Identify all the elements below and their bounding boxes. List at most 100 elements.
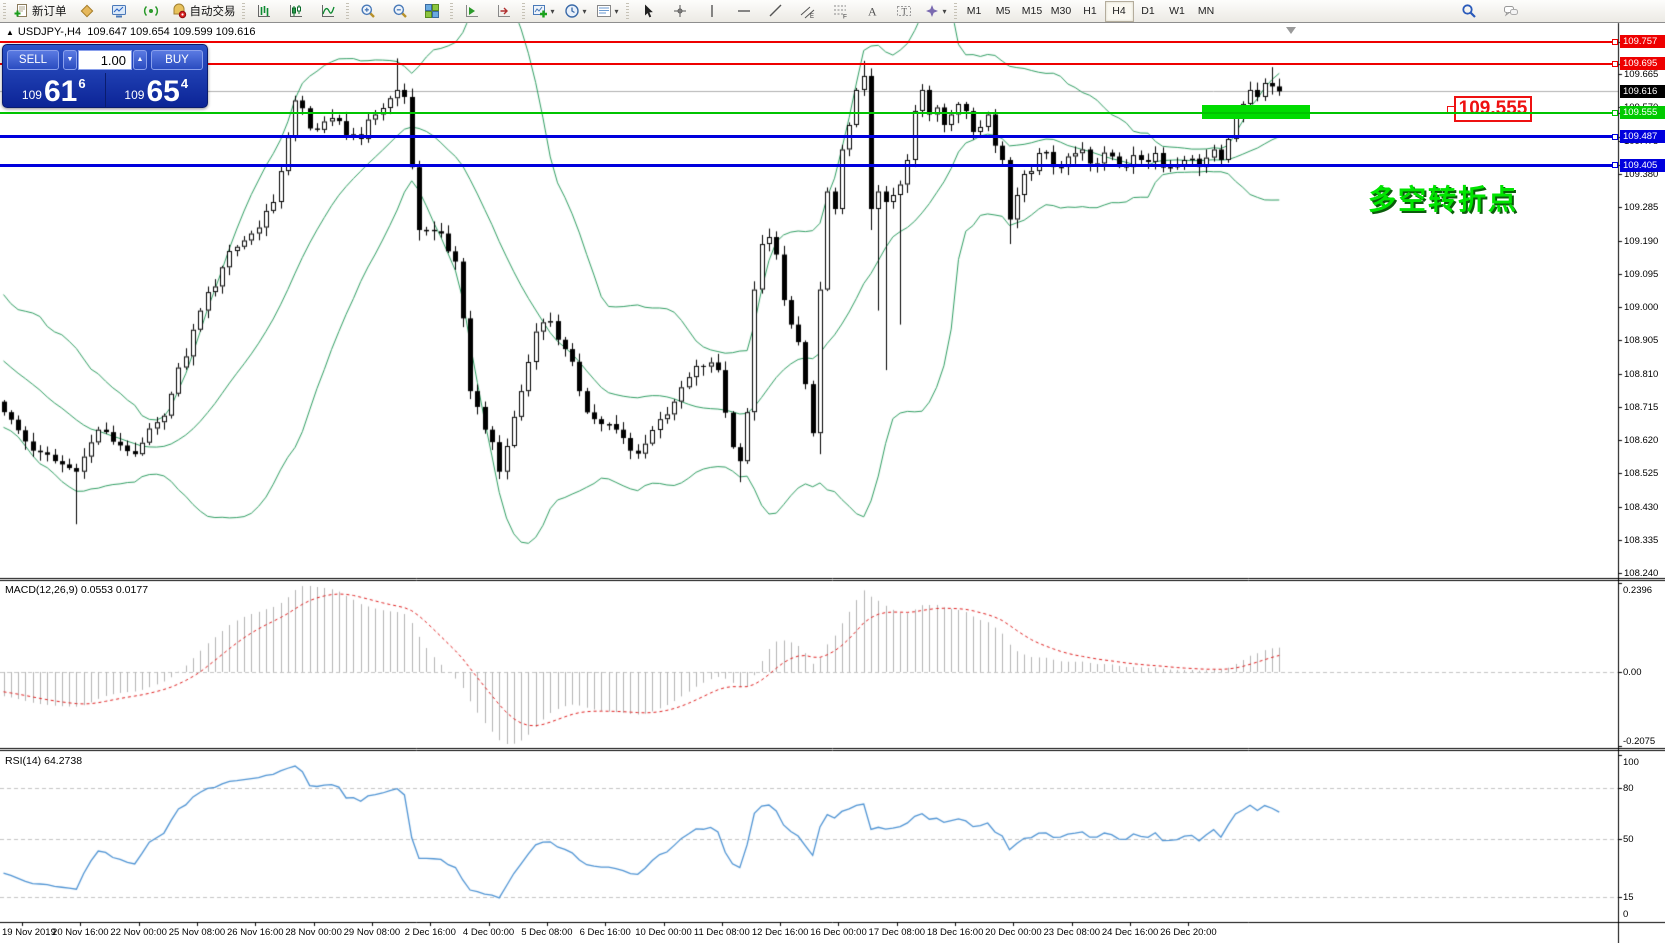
horizontal-line-109.405[interactable]: [0, 163, 1618, 167]
symbol-period-label: USDJPY-,H4: [17, 26, 82, 38]
tf-h1-button[interactable]: H1: [1083, 5, 1097, 17]
svg-text:E: E: [810, 14, 814, 19]
tf-h4-button[interactable]: H4: [1104, 0, 1134, 22]
horizontal-line-109.555[interactable]: [0, 111, 1618, 114]
time-axis-label: 11 Dec 08:00: [693, 927, 750, 938]
fibonacci-button[interactable]: F: [824, 0, 856, 22]
time-axis-label: 19 Nov 2019: [2, 927, 56, 938]
chart-shift-button[interactable]: [488, 0, 520, 22]
macd-indicator-label: MACD(12,26,9) 0.0553 0.0177: [5, 584, 149, 596]
text-button[interactable]: A: [856, 0, 888, 22]
time-axis-label: 6 Dec 16:00: [579, 927, 631, 938]
fibonacci-icon: F: [832, 3, 848, 19]
profiles-button[interactable]: [71, 0, 103, 22]
time-axis-label: 18 Dec 16:00: [926, 927, 984, 938]
bar-chart-icon: [256, 3, 272, 19]
templates-button[interactable]: ▾: [592, 0, 624, 22]
candlestick-chart-button[interactable]: [280, 0, 312, 22]
periods-button[interactable]: ▾: [560, 0, 592, 22]
buy-price-display[interactable]: 109 65 4: [106, 73, 208, 108]
tf-mn-button[interactable]: MN: [1197, 5, 1215, 17]
price-tick-label: 108.335: [1624, 534, 1659, 546]
line-chart-icon: [320, 3, 336, 19]
chevron-down-icon[interactable]: ▾: [614, 6, 619, 16]
new-order-button[interactable]: 新订单: [9, 0, 71, 22]
price-tick-label: 109.380: [1624, 169, 1659, 180]
horizontal-line-109.695[interactable]: [0, 62, 1618, 65]
tf-m15-button[interactable]: M15: [1021, 5, 1043, 17]
channel-button[interactable]: E: [792, 0, 824, 22]
auto-scroll-button[interactable]: [456, 0, 488, 22]
text-icon: A: [864, 3, 880, 19]
tf-w1-button[interactable]: W1: [1169, 5, 1185, 17]
toolbar-group: [248, 0, 344, 22]
volume-input[interactable]: 1.00: [78, 50, 132, 70]
chat-button[interactable]: [1495, 0, 1527, 22]
terminal-icon: [111, 3, 127, 19]
autotrade-icon: [171, 3, 187, 19]
price-tick-label: 108.240: [1624, 568, 1659, 580]
sell-price-prefix: 109: [21, 88, 42, 102]
sell-button[interactable]: SELL: [7, 50, 59, 70]
bar-chart-button[interactable]: [248, 0, 280, 22]
svg-text:T: T: [901, 7, 907, 17]
crosshair-button[interactable]: [664, 0, 696, 22]
time-axis-label: 28 Nov 00:00: [285, 927, 342, 938]
cursor-button[interactable]: [632, 0, 664, 22]
toolbar-group: E F A T ▾: [632, 0, 952, 22]
chat-icon: [1503, 3, 1519, 19]
signals-icon: [143, 3, 159, 19]
rsi-scale-label: 80: [1623, 783, 1634, 795]
indicators-button[interactable]: ▾: [528, 0, 560, 22]
vertical-line-icon: [704, 3, 720, 19]
sell-price-main: 61: [43, 75, 78, 108]
buy-button[interactable]: BUY: [151, 50, 203, 70]
zoom-out-button[interactable]: [384, 0, 416, 22]
collapse-icon[interactable]: ▲: [6, 28, 14, 37]
horizontal-line-button[interactable]: [728, 0, 760, 22]
time-axis-label: 25 Nov 08:00: [168, 927, 226, 938]
chevron-down-icon[interactable]: ▾: [942, 6, 947, 16]
horizontal-line-icon: [736, 3, 752, 19]
vertical-line-button[interactable]: [696, 0, 728, 22]
search-button[interactable]: [1453, 0, 1485, 22]
signals-button[interactable]: [135, 0, 167, 22]
tf-d1-button[interactable]: D1: [1141, 5, 1155, 17]
buy-price-main: 65: [146, 75, 180, 108]
one-click-trading-panel: SELL ▼ 1.00 ▲ BUY 109 61 6 109 65 4: [2, 44, 208, 108]
label-icon: T: [896, 3, 912, 19]
tf-m1-button[interactable]: M1: [966, 5, 982, 17]
tile-windows-button[interactable]: [416, 0, 448, 22]
macd-scale-label: 0.00: [1623, 667, 1642, 678]
horizontal-line-109.487[interactable]: [0, 135, 1618, 139]
horizontal-line-109.757[interactable]: [0, 40, 1618, 43]
chevron-down-icon[interactable]: ▾: [582, 6, 587, 16]
sell-price-display[interactable]: 109 61 6: [3, 73, 106, 108]
label-button[interactable]: T: [888, 0, 920, 22]
chart-text-annotation[interactable]: 多空转折点: [1368, 184, 1519, 215]
chevron-down-icon[interactable]: ▾: [550, 6, 555, 16]
tf-m5-button[interactable]: M5: [995, 5, 1011, 17]
volume-decrease-button[interactable]: ▼: [63, 50, 77, 70]
time-axis-label: 5 Dec 08:00: [521, 927, 573, 938]
macd-scale-label: -0.2075: [1623, 736, 1656, 747]
chart-shift-marker-icon[interactable]: [1286, 27, 1296, 34]
tf-m30-button[interactable]: M30: [1050, 5, 1072, 17]
price-badge-109.555: 109.555: [1620, 106, 1665, 120]
shapes-button[interactable]: ▾: [920, 0, 952, 22]
trendline-button[interactable]: [760, 0, 792, 22]
line-chart-button[interactable]: [312, 0, 344, 22]
chart-title: ▲ USDJPY-,H4 109.647 109.654 109.599 109.…: [6, 26, 255, 38]
price-label-box[interactable]: 109.555: [1454, 96, 1532, 122]
autotrading-button[interactable]: 自动交易: [167, 0, 240, 22]
volume-increase-button[interactable]: ▲: [133, 50, 147, 70]
line-anchor-square: [1612, 60, 1618, 67]
time-axis-label: 17 Dec 08:00: [868, 927, 926, 938]
rsi-scale-label: 15: [1623, 891, 1634, 903]
price-badge-109.616: 109.616: [1620, 84, 1665, 98]
zoom-in-button[interactable]: [352, 0, 384, 22]
terminal-button[interactable]: [103, 0, 135, 22]
rsi-indicator-label: RSI(14) 64.2738: [5, 755, 83, 767]
